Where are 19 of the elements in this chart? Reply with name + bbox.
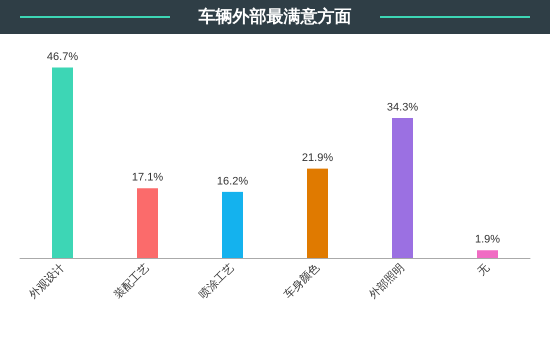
x-tick-label: 喷涂工艺 [196, 261, 237, 302]
data-label: 17.1% [132, 172, 164, 184]
data-label: 21.9% [302, 152, 334, 164]
data-label: 1.9% [474, 234, 500, 246]
bar [477, 250, 498, 258]
x-tick-label: 车身颜色 [281, 261, 322, 302]
x-tick-label: 装配工艺 [111, 261, 152, 302]
bar [392, 118, 413, 258]
bar [137, 188, 158, 258]
data-label: 34.3% [386, 102, 418, 114]
bar [307, 168, 328, 258]
chart-title: 车辆外部最满意方面 [198, 6, 352, 28]
data-label: 46.7% [46, 50, 78, 63]
bar [222, 192, 243, 258]
x-tick-label: 外部照明 [366, 261, 407, 302]
data-label: 16.2% [216, 175, 248, 188]
x-tick-label: 外观设计 [26, 261, 67, 302]
bar [52, 67, 73, 258]
x-tick-label: 无 [475, 262, 492, 278]
